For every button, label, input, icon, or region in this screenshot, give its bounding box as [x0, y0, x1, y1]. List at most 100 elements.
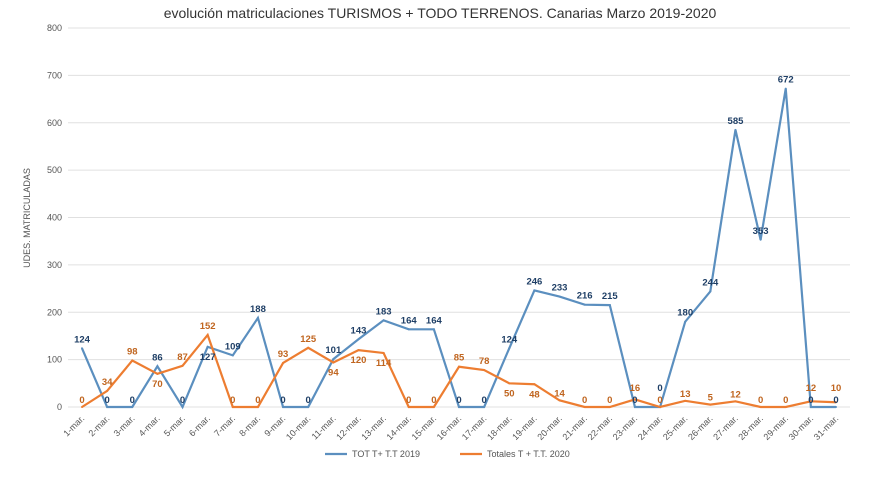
legend-label: Totales T + T.T. 2020 — [487, 449, 570, 459]
data-label: 0 — [833, 395, 838, 406]
data-label: 0 — [582, 395, 587, 406]
data-label: 98 — [127, 347, 138, 358]
data-point — [734, 400, 737, 403]
y-tick-label: 500 — [47, 165, 62, 175]
data-point — [533, 383, 536, 386]
data-label: 10 — [831, 383, 842, 394]
data-label: 180 — [677, 308, 693, 319]
y-tick-label: 200 — [47, 307, 62, 317]
data-label: 0 — [657, 383, 662, 394]
data-label: 0 — [758, 395, 763, 406]
data-label: 0 — [130, 395, 135, 406]
data-point — [608, 406, 611, 408]
data-label: 244 — [702, 277, 719, 288]
data-point — [458, 365, 460, 368]
y-tick-label: 100 — [47, 355, 62, 365]
x-tick-label: 4-mar. — [137, 413, 162, 438]
x-tick-label: 13-mar. — [359, 413, 388, 442]
x-tick-label: 19-mar. — [510, 413, 539, 442]
data-point — [759, 406, 762, 408]
x-tick-label: 2-mar. — [86, 413, 111, 438]
data-point — [231, 406, 234, 408]
data-point — [432, 406, 435, 408]
x-tick-label: 10-mar. — [284, 413, 313, 442]
data-label: 120 — [351, 355, 367, 366]
x-tick-label: 3-mar. — [112, 413, 137, 438]
y-tick-label: 400 — [47, 213, 62, 223]
x-tick-label: 8-mar. — [237, 413, 262, 438]
data-label: 86 — [152, 352, 163, 363]
data-point — [684, 399, 687, 402]
x-tick-label: 18-mar. — [485, 413, 514, 442]
data-label: 216 — [577, 291, 593, 302]
data-label: 0 — [456, 395, 461, 406]
data-label: 353 — [753, 226, 769, 237]
data-label: 0 — [808, 395, 813, 406]
data-label: 215 — [602, 291, 619, 302]
data-point — [633, 398, 636, 401]
data-point — [156, 365, 159, 368]
chart-title: evolución matriculaciones TURISMOS + TOD… — [164, 5, 717, 21]
data-point — [382, 319, 385, 322]
data-label: 16 — [630, 383, 641, 394]
data-label: 125 — [300, 334, 317, 345]
data-point — [759, 238, 762, 241]
data-label: 164 — [401, 315, 418, 326]
data-point — [131, 359, 134, 362]
data-label: 0 — [657, 395, 662, 406]
data-point — [357, 349, 360, 352]
data-point — [835, 406, 837, 408]
data-point — [734, 128, 737, 131]
data-point — [583, 406, 586, 408]
data-point — [332, 361, 335, 364]
data-label: 0 — [481, 395, 486, 406]
data-point — [809, 400, 812, 403]
data-point — [307, 346, 310, 349]
data-label: 101 — [325, 345, 342, 356]
data-label: 93 — [278, 349, 289, 360]
data-label: 164 — [426, 315, 443, 326]
data-point — [357, 338, 360, 341]
x-tick-label: 28-mar. — [736, 413, 765, 442]
data-point — [835, 401, 837, 404]
data-label: 0 — [230, 395, 235, 406]
data-label: 124 — [74, 334, 91, 345]
data-label: 70 — [152, 379, 163, 390]
data-label: 0 — [79, 395, 84, 406]
data-point — [106, 406, 109, 408]
x-tick-label: 22-mar. — [586, 413, 615, 442]
data-point — [784, 406, 787, 408]
data-point — [784, 87, 787, 90]
data-point — [156, 372, 159, 375]
data-label: 109 — [225, 341, 241, 352]
data-point — [206, 345, 209, 348]
data-point — [181, 406, 184, 408]
data-label: 124 — [501, 334, 518, 345]
x-tick-label: 24-mar. — [636, 413, 665, 442]
data-point — [608, 304, 611, 307]
data-label: 114 — [376, 358, 392, 369]
data-label: 183 — [376, 306, 392, 317]
data-label: 12 — [806, 383, 817, 394]
x-tick-label: 16-mar. — [435, 413, 464, 442]
data-label: 143 — [351, 325, 367, 336]
data-label: 85 — [454, 353, 465, 364]
data-label: 233 — [552, 283, 568, 294]
data-point — [709, 290, 712, 293]
x-tick-label: 30-mar. — [787, 413, 816, 442]
data-label: 127 — [200, 352, 216, 363]
data-label: 14 — [554, 388, 565, 399]
y-tick-label: 700 — [47, 70, 62, 80]
data-label: 246 — [526, 276, 542, 287]
x-tick-label: 12-mar. — [334, 413, 363, 442]
x-tick-label: 20-mar. — [535, 413, 564, 442]
data-point — [106, 389, 109, 392]
data-point — [407, 406, 410, 408]
data-label: 188 — [250, 304, 266, 315]
data-label: 13 — [680, 389, 691, 400]
data-label: 585 — [728, 116, 745, 127]
data-point — [533, 289, 536, 292]
data-label: 34 — [102, 377, 113, 388]
data-label: 78 — [479, 356, 490, 367]
